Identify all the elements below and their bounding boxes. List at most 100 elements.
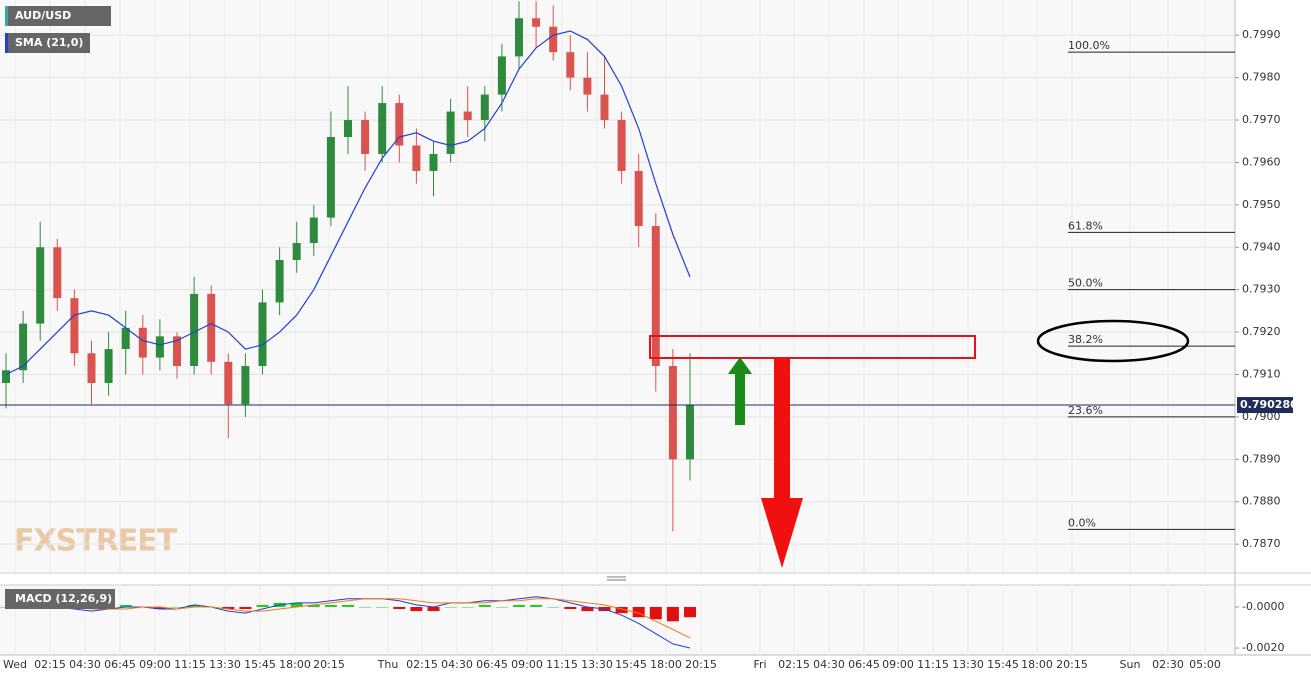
macd-histogram-bar: [376, 606, 389, 608]
y-tick-label: 0.7900: [1242, 410, 1281, 423]
candle-body: [326, 136, 335, 218]
fib-label: 38.2%: [1068, 333, 1103, 346]
y-tick-label: 0.7960: [1242, 155, 1281, 168]
macd-histogram-bar: [615, 606, 628, 614]
symbol-stripe: [5, 6, 8, 26]
x-tick-label: 06:45: [848, 658, 880, 671]
x-tick-label: 20:15: [685, 658, 717, 671]
x-tick-label: 09:00: [882, 658, 914, 671]
y-tick-label: 0.7940: [1242, 240, 1281, 253]
down-arrow: [761, 358, 803, 568]
x-tick-label: 15:45: [244, 658, 276, 671]
candle-body: [224, 361, 233, 405]
resize-grip[interactable]: [607, 576, 626, 581]
candle-body: [480, 94, 489, 121]
x-tick-label: Thu: [377, 658, 399, 671]
signal-line: [6, 598, 691, 639]
y-tick-label: 0.7980: [1242, 71, 1281, 84]
x-tick-label: 06:45: [476, 658, 508, 671]
symbol-label: AUD/USD: [15, 9, 71, 22]
legend-sma: SMA (21,0): [5, 33, 90, 53]
x-tick-label: Fri: [753, 658, 766, 671]
candle-body: [121, 327, 130, 350]
x-tick-label: 13:30: [581, 658, 613, 671]
macd-histogram-bar: [495, 606, 508, 608]
fib-label: 50.0%: [1068, 277, 1103, 290]
macd-histogram-bar: [239, 606, 252, 610]
x-tick-label: 02:15: [406, 658, 438, 671]
x-tick-label: 02:30: [1152, 658, 1184, 671]
candle-body: [258, 302, 267, 367]
y-tick-label: 0.7910: [1242, 368, 1281, 381]
macd-label: MACD (12,26,9): [15, 592, 112, 605]
macd-histogram-bar: [513, 604, 525, 607]
x-tick-label: 15:45: [615, 658, 647, 671]
x-tick-label: 11:15: [174, 658, 206, 671]
candle-body: [173, 336, 181, 367]
macd-histogram-bar: [290, 602, 303, 607]
y-tick-label: 0.7880: [1242, 495, 1281, 508]
candle-body: [309, 217, 318, 244]
macd-histogram-bar: [188, 604, 201, 607]
candle-body: [241, 366, 250, 405]
y-tick-label: 0.7920: [1242, 325, 1281, 338]
candle-body: [275, 259, 284, 303]
up-arrow: [728, 357, 752, 425]
x-tick-label: 04:30: [441, 658, 473, 671]
candle-body: [138, 327, 147, 358]
candle-body: [583, 77, 592, 95]
highlight-ellipse: [1036, 319, 1190, 363]
macd-panel: [0, 585, 1235, 655]
candle-body: [600, 94, 609, 121]
x-tick-label: 06:45: [104, 658, 136, 671]
y-tick-label: 0.7890: [1242, 452, 1281, 465]
candle-body: [446, 111, 455, 154]
candle-body: [190, 293, 199, 367]
last-price-label: 0.790280: [1240, 398, 1298, 411]
grid: [0, 0, 1235, 655]
price-panel: [0, 0, 1235, 573]
macd-histogram-bar: [342, 604, 354, 607]
candle-body: [617, 120, 626, 171]
macd-histogram-bar: [153, 606, 166, 610]
candle-body: [378, 103, 387, 154]
x-tick-label: 04:30: [813, 658, 845, 671]
fib-label: 23.6%: [1068, 404, 1103, 417]
sma-line: [5, 30, 691, 376]
x-tick-label: 18:00: [279, 658, 311, 671]
sma-box: [5, 33, 90, 53]
x-tick-label: 18:00: [650, 658, 682, 671]
x-tick-label: 11:15: [546, 658, 578, 671]
macd-histogram-bar: [547, 606, 560, 608]
candle-body: [395, 103, 404, 146]
candle-body: [497, 56, 506, 95]
candle-body: [634, 170, 643, 227]
candle-body: [87, 353, 96, 383]
symbol-box: [5, 6, 111, 26]
axes: 0.7870 0.7880 0.7890 0.7900 0.7910 0.7920 0.79…: [3, 28, 1298, 671]
x-tick-label: 11:15: [917, 658, 949, 671]
macd-histogram-bar: [530, 604, 543, 607]
candle-body: [549, 26, 558, 53]
macd-line: [5, 596, 691, 649]
macd-histogram-bar: [666, 606, 679, 622]
candle-body: [412, 145, 421, 171]
y-tick-label: 0.7990: [1242, 28, 1281, 41]
sma-label: SMA (21,0): [15, 36, 83, 49]
macd-histogram-bar: [478, 604, 491, 607]
y-tick-label: 0.7970: [1242, 113, 1281, 126]
candle-body: [344, 120, 352, 137]
macd-histogram-bar: [684, 606, 696, 618]
macd-histogram-bar: [393, 606, 406, 610]
candle-body: [651, 226, 660, 367]
legend-symbol: AUD/USD: [5, 6, 111, 26]
macd-histogram-bar: [581, 606, 594, 612]
macd-histogram-bar: [649, 606, 662, 620]
candle-body: [70, 298, 79, 354]
x-tick-label: 02:15: [34, 658, 66, 671]
candle-body: [463, 111, 472, 121]
macd-histogram-bar: [119, 604, 132, 607]
last-price-box: [1237, 397, 1293, 414]
candle-body: [361, 120, 370, 154]
macd-histogram-bar: [461, 606, 474, 608]
